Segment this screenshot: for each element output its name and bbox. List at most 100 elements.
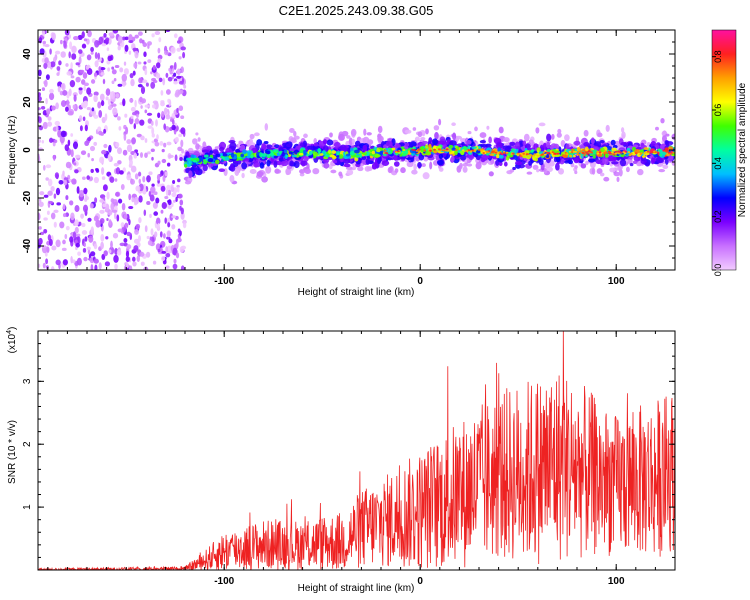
spectrogram-cell	[165, 114, 171, 120]
spectrogram-cell	[174, 154, 178, 162]
spectrogram-cell	[605, 124, 610, 132]
spectrogram-cell	[423, 149, 427, 152]
spectrogram-cell	[87, 248, 91, 255]
spectrogram-cell	[585, 151, 588, 154]
spectrogram-cell	[665, 133, 670, 137]
spectrogram-cell	[62, 213, 67, 218]
snr-line	[38, 331, 675, 570]
spectrogram-cell	[56, 66, 61, 71]
spectrogram-cell	[55, 259, 61, 266]
spectrogram-cell	[182, 51, 186, 59]
spectrogram-cell	[42, 40, 47, 45]
spectrogram-cell	[373, 146, 378, 151]
spectrogram-cell	[155, 72, 161, 79]
spectrogram-cell	[137, 31, 143, 36]
spectrogram-cell	[48, 238, 53, 247]
spectrogram-cell	[103, 32, 107, 38]
spectrogram-cell	[74, 154, 81, 159]
spectrogram-cell	[157, 160, 161, 165]
spectrogram-cell	[496, 154, 500, 159]
spectrogram-cell	[105, 96, 109, 101]
spectrogram-cell	[409, 141, 417, 149]
spectrogram-cell	[129, 159, 133, 166]
spectrogram-cell	[103, 128, 107, 134]
spectrogram-cell	[146, 201, 151, 205]
spectrogram-cell	[82, 116, 86, 122]
spectrogram-cell	[134, 228, 139, 235]
spectrogram-cell	[583, 129, 589, 137]
spectrogram-cell	[471, 146, 477, 150]
spectrogram-cell	[179, 157, 183, 161]
spectrogram-cell	[658, 168, 666, 173]
spectrogram-cell	[165, 265, 170, 269]
spectrogram-cell	[664, 147, 669, 152]
spectrogram-cell	[94, 197, 98, 204]
spectrogram-cell	[41, 139, 45, 144]
spectrogram-cell	[110, 198, 115, 203]
spectrogram-cell	[64, 144, 70, 152]
spectrogram-cell	[68, 178, 73, 183]
spectrogram-cell	[560, 139, 566, 147]
spectrogram-cell	[186, 157, 190, 161]
spectrogram-cell	[112, 30, 119, 34]
spectrogram-cell	[141, 98, 147, 104]
spectrogram-cell	[108, 249, 112, 254]
spectrogram-cell	[131, 197, 135, 203]
spectrogram-cell	[254, 162, 261, 168]
spectrogram-cell	[65, 63, 69, 67]
spectrogram-cell	[450, 155, 455, 162]
spectrogram-cell	[236, 152, 241, 158]
spectrogram-cell	[249, 169, 257, 174]
spectrogram-cell	[97, 52, 100, 60]
spectrogram-cell	[543, 153, 547, 156]
spectrogram-cell	[610, 139, 616, 146]
spectrogram-cell	[555, 162, 560, 171]
spectrogram-cell	[623, 152, 627, 155]
spectrogram-cell	[428, 143, 432, 149]
spectrogram-cell	[116, 249, 122, 256]
spectrogram-cell	[164, 195, 169, 200]
spectrogram-cell	[491, 151, 495, 154]
spectrogram-cell	[126, 244, 132, 250]
spectrogram-cell	[345, 153, 350, 157]
spectrogram-cell	[411, 148, 414, 151]
spectrogram-cell	[569, 154, 573, 158]
spectrogram-x-tick-label: 0	[417, 276, 423, 287]
spectrogram-cell	[87, 152, 91, 158]
spectrogram-cell	[133, 245, 139, 252]
spectrogram-cell	[602, 157, 609, 165]
spectrogram-cell	[129, 72, 134, 79]
spectrogram-cell	[89, 203, 94, 209]
spectrogram-cell	[156, 182, 161, 187]
spectrogram-cell	[126, 174, 132, 181]
spectrogram-cell	[465, 139, 472, 145]
spectrogram-cell	[49, 48, 52, 55]
spectrogram-cell	[65, 225, 70, 231]
spectrogram-cell	[330, 169, 337, 174]
spectrogram-cell	[573, 140, 581, 146]
spectrogram-cell	[195, 143, 200, 150]
spectrogram-cell	[163, 123, 167, 131]
spectrogram-cell	[59, 221, 65, 229]
spectrogram-cell	[56, 202, 62, 206]
spectrogram-cell	[154, 231, 158, 238]
spectrogram-cell	[115, 192, 120, 197]
spectrogram-cell	[68, 51, 71, 59]
spectrogram-cell	[82, 176, 86, 180]
spectrogram-cell	[71, 45, 77, 54]
spectrogram-cell	[585, 160, 589, 166]
spectrogram-cell	[142, 79, 148, 84]
spectrogram-cell	[122, 98, 126, 107]
spectrogram-cell	[120, 184, 125, 190]
spectrogram-cell	[167, 230, 171, 238]
spectrogram-cell	[105, 88, 111, 96]
spectrogram-cell	[176, 68, 181, 76]
spectrogram-cell	[608, 152, 612, 155]
spectrogram-cell	[451, 147, 456, 151]
spectrogram-cell	[662, 164, 669, 170]
spectrogram-cell	[157, 222, 160, 230]
spectrogram-cell	[69, 41, 73, 50]
spectrogram-cell	[101, 149, 107, 155]
spectrogram-cell	[474, 126, 478, 132]
spectrogram-cell	[126, 231, 132, 237]
